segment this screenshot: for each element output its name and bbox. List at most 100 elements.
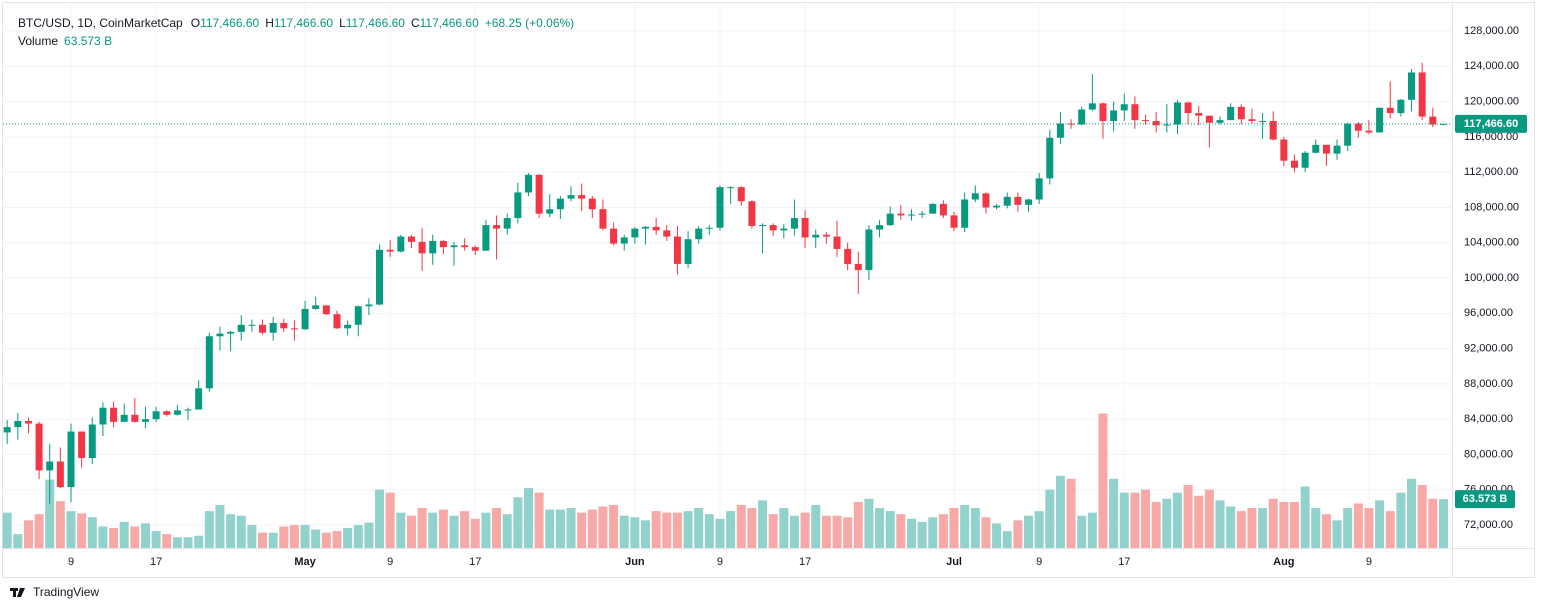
volume-bar xyxy=(715,518,725,548)
candle-body xyxy=(950,215,958,228)
candle-body xyxy=(897,213,905,216)
candle-body xyxy=(1078,109,1086,125)
x-tick-label: 17 xyxy=(469,556,481,568)
candle-body xyxy=(269,323,277,333)
volume-bar xyxy=(566,508,576,548)
candle-body xyxy=(439,240,447,248)
candle-body xyxy=(1099,103,1107,121)
volume-bar xyxy=(1385,511,1395,548)
candle-body xyxy=(578,195,586,199)
candle-body xyxy=(248,324,256,326)
candle-body xyxy=(1014,196,1022,205)
volume-bar xyxy=(1013,520,1023,548)
y-tick-label: 116,000.00 xyxy=(1464,131,1518,143)
candle-body xyxy=(1322,144,1330,154)
volume-bar xyxy=(109,528,119,548)
volume-bar xyxy=(204,511,214,548)
candle-body xyxy=(1376,107,1384,133)
volume-bar xyxy=(151,531,161,548)
candle-body xyxy=(184,409,192,411)
candle-body xyxy=(854,263,862,271)
candle-body xyxy=(195,388,203,410)
axes-layer: 72,000.0076,000.0080,000.0084,000.0088,0… xyxy=(3,25,1527,568)
candle-body xyxy=(397,236,405,252)
candle-body xyxy=(801,218,809,238)
volume-bar xyxy=(1332,520,1342,548)
volume-bar xyxy=(1002,531,1012,548)
candle-body xyxy=(631,228,639,238)
candle-body xyxy=(1131,104,1139,121)
candle-body xyxy=(727,187,735,189)
volume-bar xyxy=(1375,500,1385,548)
ohlc-label: L xyxy=(339,16,346,30)
candle-body xyxy=(1056,123,1064,138)
candle-body xyxy=(216,333,224,337)
candle-body xyxy=(1418,72,1426,117)
ohlc-value: 117,466.60 xyxy=(346,16,405,30)
footer-logo: TradingView xyxy=(10,585,99,599)
brand: TradingView xyxy=(33,585,99,599)
candle-body xyxy=(322,305,330,315)
volume-bar xyxy=(470,518,480,548)
candle-body xyxy=(1163,124,1171,126)
volume-bar xyxy=(970,508,980,548)
volume-tag-label: 63.573 B xyxy=(1463,493,1508,505)
candle-body xyxy=(152,411,160,420)
candle-body xyxy=(365,304,373,307)
candle-body xyxy=(876,225,884,230)
volume-bar xyxy=(843,517,853,548)
candle-body xyxy=(493,225,501,229)
volume-bar xyxy=(1045,489,1055,548)
volume-bar xyxy=(906,518,916,548)
candle-body xyxy=(376,249,384,305)
volume-bar xyxy=(55,501,65,548)
candle-body xyxy=(386,249,394,252)
volume-bar xyxy=(928,517,938,548)
candle-body xyxy=(737,187,745,202)
volume-bar xyxy=(609,504,619,548)
candle-body xyxy=(1312,144,1320,153)
volume-bar xyxy=(1258,508,1268,548)
candle-body xyxy=(312,305,320,309)
candle-body xyxy=(684,239,692,264)
candle-body xyxy=(822,234,830,237)
candle-body xyxy=(748,201,756,226)
volume-bar xyxy=(481,512,491,548)
volume-bar xyxy=(1289,501,1299,548)
volume-bar xyxy=(651,511,661,548)
volume-bar xyxy=(1226,506,1236,548)
candle-body xyxy=(844,248,852,264)
volume-bar xyxy=(938,514,948,548)
volume-bar xyxy=(1172,492,1182,548)
candle-body xyxy=(642,226,650,229)
volume-bar xyxy=(311,529,321,548)
volume-bar xyxy=(45,479,55,548)
volume-bar xyxy=(789,515,799,548)
candle-body xyxy=(407,236,415,242)
x-tick-label: Aug xyxy=(1273,556,1294,568)
legend: BTC/USD, 1D, CoinMarketCap O117,466.60 H11… xyxy=(18,16,574,48)
candle-body xyxy=(301,308,309,330)
change: +68.25 (+0.06%) xyxy=(485,16,574,30)
candle-body xyxy=(790,218,798,229)
candle-body xyxy=(418,241,426,254)
x-tick-label: 9 xyxy=(68,556,74,568)
candle-body xyxy=(461,245,469,248)
volume-bar xyxy=(268,532,278,548)
volume-bar xyxy=(140,523,150,548)
candle-body xyxy=(705,227,713,229)
candle-body xyxy=(1227,106,1235,121)
candle-body xyxy=(673,236,681,264)
candle-body xyxy=(982,193,990,208)
volume-bar xyxy=(1311,508,1321,548)
candle-body xyxy=(163,411,171,415)
x-tick-label: 17 xyxy=(799,556,811,568)
volume-bar xyxy=(77,513,87,548)
candle-body xyxy=(971,193,979,200)
volume-bar xyxy=(1364,508,1374,548)
candle-body xyxy=(67,431,75,488)
volume-bar xyxy=(417,508,427,548)
candle-body xyxy=(354,306,362,325)
candle-body xyxy=(716,187,724,228)
y-tick-label: 72,000.00 xyxy=(1464,519,1513,531)
